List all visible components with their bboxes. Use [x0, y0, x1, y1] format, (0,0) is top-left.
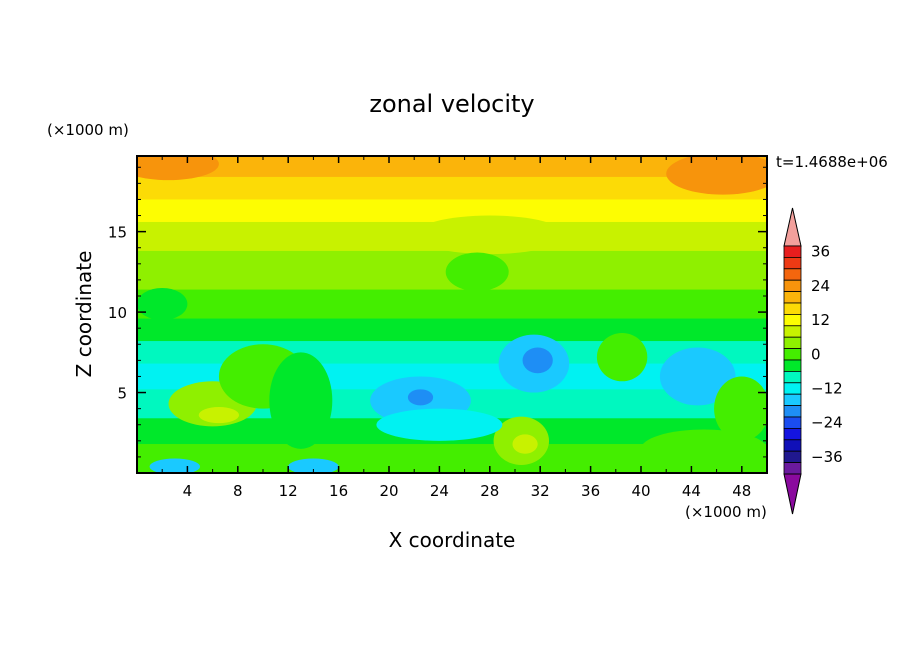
x-axis-ticks: 4 8 12 16 20 24 28 32 36 40 44 48 [161, 156, 751, 500]
colorbar-swatch [783, 268, 802, 281]
field-band [137, 318, 767, 343]
x-unit-label: (×1000 m) [685, 503, 767, 521]
x-tick-label: 28 [480, 482, 499, 500]
colorbar-swatch [783, 416, 802, 429]
colorbar-swatch [783, 245, 802, 258]
x-tick-label: 8 [233, 482, 243, 500]
colorbar-swatch [783, 439, 802, 452]
x-tick-label: 20 [379, 482, 398, 500]
colorbar-swatch [783, 450, 802, 464]
colorbar-swatch [783, 291, 802, 304]
field-feature [376, 408, 503, 441]
colorbar-max-arrow [783, 207, 802, 247]
field-feature [666, 156, 767, 195]
field-feature [414, 215, 566, 255]
colorbar-swatch [783, 256, 802, 270]
x-tick-label: 40 [631, 482, 650, 500]
field-feature [137, 287, 188, 321]
field-feature [522, 347, 553, 374]
x-tick-label: 44 [682, 482, 701, 500]
colorbar-tick-label: 12 [811, 311, 830, 329]
x-tick-label: 12 [279, 482, 298, 500]
field-feature [659, 347, 736, 406]
colorbar-tick-label: 0 [811, 345, 821, 363]
colorbar-tick-label: −36 [811, 448, 843, 466]
contour-field [137, 156, 767, 473]
colorbar-tick-label: 24 [811, 277, 830, 295]
x-tick-label: 16 [329, 482, 348, 500]
field-feature [445, 252, 509, 292]
colorbar-swatch [783, 302, 802, 315]
colorbar-swatch [783, 370, 802, 384]
field-feature [596, 333, 648, 382]
x-tick-label: 36 [581, 482, 600, 500]
colorbar-swatch [783, 427, 802, 441]
colorbar-swatch [783, 382, 802, 395]
colorbar-swatch [783, 462, 802, 475]
field-feature [512, 434, 538, 454]
colorbar-swatch [783, 279, 802, 293]
colorbar-swatch [783, 359, 802, 372]
field-feature [714, 376, 767, 441]
colorbar-tick-label: 36 [811, 243, 830, 261]
colorbar-swatch [783, 313, 802, 327]
colorbar-tick-label: −24 [811, 414, 843, 432]
x-tick-label: 4 [183, 482, 193, 500]
time-label: t=1.4688e+06 [776, 153, 888, 171]
colorbar-swatch [783, 325, 802, 338]
field-feature [137, 156, 219, 181]
colorbar-swatch [783, 348, 802, 361]
y-unit-label: (×1000 m) [47, 121, 129, 139]
field-feature [641, 429, 767, 469]
colorbar-tick-label: −12 [811, 380, 843, 398]
y-tick-label: 10 [108, 304, 127, 322]
y-axis-ticks: 5 10 15 [108, 166, 767, 458]
colorbar: 36 24 12 0 −12 −24 −36 [783, 207, 843, 515]
colorbar-swatch [783, 336, 802, 350]
field-feature [269, 352, 333, 449]
y-tick-label: 5 [117, 385, 127, 403]
colorbar-swatch [783, 405, 802, 418]
y-tick-label: 15 [108, 224, 127, 242]
field-band [137, 156, 767, 178]
y-axis-label: Z coordinate [72, 251, 96, 378]
x-axis-label: X coordinate [389, 528, 516, 552]
chart-title: zonal velocity [369, 90, 534, 118]
field-band [137, 199, 767, 223]
field-feature [407, 389, 434, 406]
field-band [137, 176, 767, 201]
field-feature [288, 458, 339, 473]
colorbar-swatch [783, 393, 802, 407]
field-band [137, 289, 767, 320]
field-feature [198, 407, 240, 424]
x-tick-label: 32 [531, 482, 550, 500]
x-tick-label: 24 [430, 482, 449, 500]
x-tick-label: 48 [732, 482, 751, 500]
plot-frame [136, 155, 768, 474]
colorbar-min-arrow [783, 473, 802, 515]
